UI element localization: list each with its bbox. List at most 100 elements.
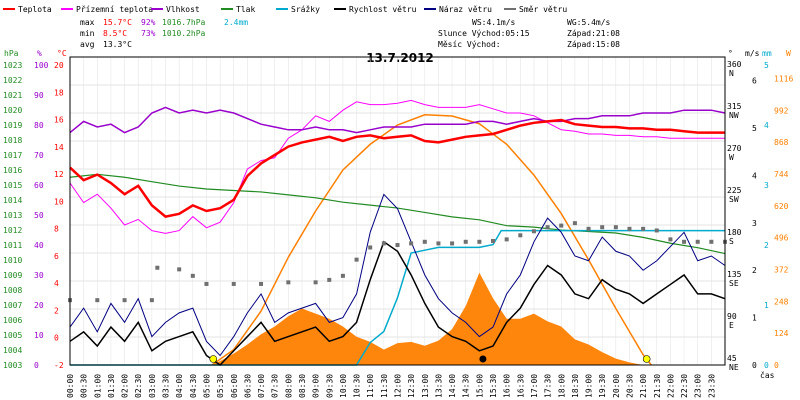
rain-tick: 4 xyxy=(764,121,769,130)
pressure-tick: 1011 xyxy=(3,241,22,250)
wind-direction-point xyxy=(149,298,154,303)
wind-direction-point xyxy=(450,241,455,246)
humidity-tick: 10 xyxy=(34,331,44,340)
time-tick: 00:30 xyxy=(80,374,89,398)
direction-tick-name: W xyxy=(729,153,734,162)
temp-tick: 4 xyxy=(54,279,59,288)
direction-tick-name: E xyxy=(729,321,734,330)
pressure-tick: 1010 xyxy=(3,256,22,265)
wind-direction-point xyxy=(531,229,536,234)
solar-tick: 868 xyxy=(774,138,789,147)
legend-label: Rychlost větru xyxy=(349,5,417,14)
stats-moon: Měsíc Východ: xyxy=(438,40,501,49)
direction-tick-deg: 225 xyxy=(727,186,742,195)
humidity-tick: 60 xyxy=(34,181,44,190)
time-tick: 15:00 xyxy=(475,374,484,398)
wind-speed-line xyxy=(69,240,726,366)
rain-tick: 2 xyxy=(764,241,769,250)
direction-unit: ° xyxy=(728,49,733,58)
time-tick: 12:00 xyxy=(394,374,403,398)
time-tick: 20:00 xyxy=(612,374,621,398)
wind-direction-point xyxy=(354,257,359,262)
solar-area xyxy=(70,272,725,365)
wind-direction-point xyxy=(286,280,291,285)
time-tick: 12:30 xyxy=(407,374,416,398)
plot-frame xyxy=(69,56,726,366)
pressure-tick: 1018 xyxy=(3,136,22,145)
axes: hPa1023102210211020101910181017101610151… xyxy=(3,49,793,398)
wind-direction-point xyxy=(491,238,496,243)
direction-tick-name: S xyxy=(729,237,734,246)
pressure-tick: 1019 xyxy=(3,121,22,130)
solar-theoretical-line xyxy=(211,113,652,366)
humidity-unit: % xyxy=(37,49,42,58)
time-tick: 21:30 xyxy=(653,374,662,398)
wind-direction-point xyxy=(422,239,427,244)
legend: Teplota Přízemní teplota Vlhkost Tlak Srážky… xyxy=(3,5,567,14)
temp-tick: 6 xyxy=(54,252,59,261)
time-tick: 04:00 xyxy=(175,374,184,398)
stats-max-temp: 15.7°C xyxy=(103,18,132,27)
time-tick: 20:30 xyxy=(625,374,634,398)
temp-tick: 10 xyxy=(54,197,64,206)
pressure-tick: 1007 xyxy=(3,301,22,310)
time-tick: 13:00 xyxy=(421,374,430,398)
stats-min-label: min xyxy=(80,29,95,38)
wind-direction-point xyxy=(600,225,605,230)
humidity-line xyxy=(69,106,726,134)
solar-tick: 248 xyxy=(774,297,789,306)
pressure-tick: 1023 xyxy=(3,61,22,70)
time-tick: 06:00 xyxy=(230,374,239,398)
direction-tick-deg: 90 xyxy=(727,312,737,321)
direction-tick-name: NE xyxy=(729,363,739,372)
wind-tick: 2 xyxy=(752,266,757,275)
direction-tick-deg: 45 xyxy=(727,354,737,363)
time-tick: 05:30 xyxy=(216,374,225,398)
direction-tick-deg: 180 xyxy=(727,228,742,237)
pressure-tick: 1009 xyxy=(3,271,22,280)
wind-direction-point xyxy=(682,239,687,244)
temp-tick: -2 xyxy=(54,361,64,370)
time-tick: 23:30 xyxy=(707,374,716,398)
temp-tick: 0 xyxy=(54,334,59,343)
wind-direction-point xyxy=(518,233,523,238)
humidity-tick: 30 xyxy=(34,271,44,280)
time-tick: 01:30 xyxy=(107,374,116,398)
direction-tick-deg: 360 xyxy=(727,60,742,69)
wind-tick: 0 xyxy=(752,361,757,370)
pressure-tick: 1012 xyxy=(3,226,22,235)
temp-tick: 8 xyxy=(54,225,59,234)
stats-ws: WS:4.1m/s xyxy=(472,18,516,27)
wind-direction-point xyxy=(586,226,591,231)
wind-direction-point xyxy=(381,241,386,246)
time-tick: 11:30 xyxy=(380,374,389,398)
rain-tick: 3 xyxy=(764,181,769,190)
series xyxy=(68,99,727,366)
pressure-tick: 1013 xyxy=(3,211,22,220)
wind-direction-point xyxy=(627,226,632,231)
wind-direction-point xyxy=(409,241,414,246)
stats-max-hum: 92% xyxy=(141,18,156,27)
stats-sun: Slunce Východ:05:15 xyxy=(438,29,530,38)
pressure-tick: 1017 xyxy=(3,151,22,160)
stats-min-hum: 73% xyxy=(141,29,156,38)
humidity-tick: 20 xyxy=(34,301,44,310)
wind-direction-point xyxy=(327,277,332,282)
legend-label: Směr větru xyxy=(519,5,567,14)
stats-moonset: Západ:15:08 xyxy=(567,40,620,49)
stats-avg-label: avg xyxy=(80,40,95,49)
time-tick: 05:00 xyxy=(202,374,211,398)
temp-unit: °C xyxy=(57,49,67,58)
pressure-tick: 1020 xyxy=(3,106,22,115)
pressure-tick: 1022 xyxy=(3,76,22,85)
wind-unit: m/s xyxy=(745,49,760,58)
time-tick: 04:30 xyxy=(189,374,198,398)
solar-tick: 992 xyxy=(774,106,789,115)
time-tick: 13:30 xyxy=(434,374,443,398)
time-tick: 09:30 xyxy=(325,374,334,398)
humidity-tick: 90 xyxy=(34,91,44,100)
pressure-tick: 1016 xyxy=(3,166,22,175)
solar-tick: 124 xyxy=(774,329,789,338)
legend-label: Teplota xyxy=(18,5,52,14)
